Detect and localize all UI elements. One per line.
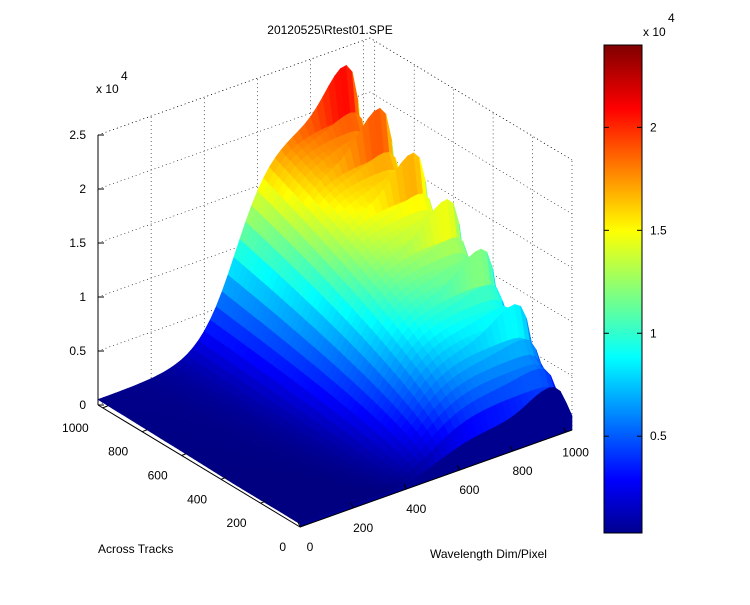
x-tick-label: 600 bbox=[459, 483, 479, 497]
x-tick-label: 1000 bbox=[562, 445, 589, 459]
z-tick-label: 2.5 bbox=[69, 128, 86, 142]
surface-skirt bbox=[494, 423, 502, 458]
surface-skirt bbox=[500, 419, 508, 456]
surface-skirt bbox=[542, 387, 549, 441]
axes bbox=[97, 135, 573, 528]
surface-skirt bbox=[559, 391, 567, 435]
surface-skirt bbox=[524, 400, 531, 448]
surface-skirt bbox=[477, 432, 484, 465]
z-tick-label: 0.5 bbox=[69, 344, 86, 358]
y-tick bbox=[181, 453, 187, 456]
z-tick-label: 0 bbox=[79, 398, 86, 412]
surface-skirt bbox=[553, 386, 561, 437]
z-tick-label: 1 bbox=[79, 290, 86, 304]
x-tick bbox=[350, 502, 354, 509]
y-tick-label: 600 bbox=[148, 469, 168, 483]
z-exponent-power: 4 bbox=[121, 69, 128, 83]
box-top-edge bbox=[97, 37, 573, 161]
y-tick bbox=[260, 500, 266, 504]
surface-skirt bbox=[482, 429, 490, 463]
colorbar-tick-label: 1.5 bbox=[650, 223, 667, 237]
x-tick bbox=[297, 521, 301, 528]
chart-title: 20120525\Rtest01.SPE bbox=[267, 23, 392, 37]
surface-skirt bbox=[471, 435, 478, 467]
y-tick bbox=[142, 429, 148, 433]
x-tick-label: 400 bbox=[406, 502, 426, 516]
colorbar-exponent-power: 4 bbox=[668, 11, 675, 25]
surface-skirt bbox=[530, 395, 537, 446]
colorbar-exponent-label: x 10 bbox=[643, 25, 666, 39]
y-axis-label: Across Tracks bbox=[98, 542, 173, 556]
surface-skirt bbox=[465, 438, 472, 469]
surface-skirt bbox=[488, 426, 496, 460]
surface bbox=[97, 64, 573, 528]
y-tick bbox=[102, 405, 108, 409]
y-tick-label: 800 bbox=[108, 445, 128, 459]
colorbar-ticks: 0.5 1 1.5 2 bbox=[604, 120, 667, 443]
x-tick bbox=[510, 446, 513, 452]
x-tick-label: 0 bbox=[307, 540, 314, 554]
colorbar-tick-label: 2 bbox=[650, 120, 657, 134]
x-tick-label: 200 bbox=[353, 521, 373, 535]
y-tick-label: 0 bbox=[279, 540, 286, 554]
colorbar-tick-label: 0.5 bbox=[650, 429, 667, 443]
surface-skirt bbox=[565, 402, 573, 433]
y-tick-label: 1000 bbox=[62, 421, 89, 435]
surface-skirt bbox=[547, 386, 555, 439]
y-tick bbox=[299, 524, 306, 528]
y-tick bbox=[220, 476, 227, 480]
colorbar-tick-label: 1 bbox=[650, 326, 657, 340]
colorbar bbox=[603, 44, 643, 534]
surface-skirt bbox=[506, 415, 514, 454]
x-axis-label: Wavelength Dim/Pixel bbox=[430, 547, 547, 561]
z-tick-label: 2 bbox=[79, 182, 86, 196]
x-tick bbox=[403, 483, 407, 490]
y-axis-line bbox=[97, 404, 301, 528]
x-tick bbox=[456, 464, 460, 471]
y-tick-label: 200 bbox=[227, 516, 247, 530]
z-tick-label: 1.5 bbox=[69, 236, 86, 250]
y-tick-label: 400 bbox=[187, 492, 207, 506]
tick-labels: 0 0.5 1 1.5 2 2.5 0 200 400 600 800 1000 0 200 400 600 8… bbox=[62, 128, 589, 554]
surface-skirt bbox=[447, 449, 455, 475]
z-exponent-label: x 10 bbox=[96, 82, 119, 96]
x-tick-label: 800 bbox=[512, 464, 532, 478]
surface-skirt bbox=[518, 405, 526, 450]
surface-skirt bbox=[512, 411, 520, 452]
z-gridline bbox=[97, 91, 573, 215]
surface-skirt bbox=[459, 442, 466, 471]
surface-skirt bbox=[536, 390, 543, 444]
x-axis-line bbox=[299, 429, 573, 528]
x-tick bbox=[563, 427, 567, 433]
